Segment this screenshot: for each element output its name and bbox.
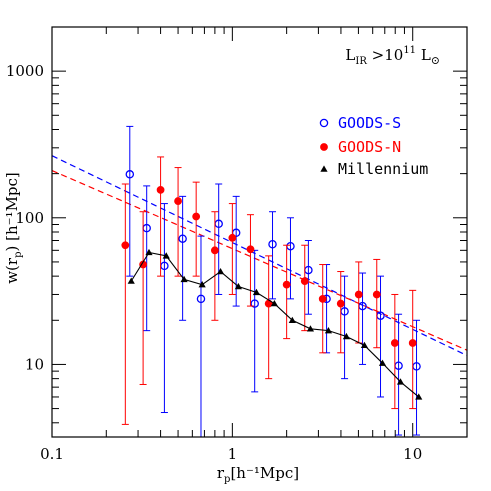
x-axis-label: rp[h⁻¹Mpc] [217,464,299,485]
x-tick-label: 1 [228,445,238,463]
data-point [342,332,351,340]
data-point [282,280,291,289]
data-point [198,281,206,288]
data-point [180,275,188,283]
data-point [121,241,130,250]
legend-item-goods-n: GOODS-N [320,138,401,156]
data-point [324,327,333,334]
y-tick-label: 1000 [6,62,44,80]
data-point [390,339,399,347]
data-point [228,233,237,242]
data-point [234,282,242,290]
data-point [162,252,170,259]
data-point [396,378,405,385]
legend-marker [320,165,328,172]
y-axis-label: w(rp) [h⁻¹Mpc] [3,172,24,284]
data-point [196,294,206,304]
fit-lines [51,155,468,357]
fit-line-goods-s [51,155,468,357]
y-ticks: 10 100 1000 [6,26,467,424]
data-point [354,290,363,299]
series-layer [121,125,423,438]
data-point [288,316,296,323]
data-point [306,325,315,332]
data-point [415,393,423,400]
data-point [246,245,255,254]
legend-marker [320,143,328,151]
data-point [250,299,259,308]
y-tick-label: 100 [15,209,44,227]
data-point [336,299,345,308]
fit-line-goods-n [51,169,468,351]
legend-item-goods-s: GOODS-S [319,114,401,132]
x-tick-label: 0.1 [40,445,64,463]
data-point [178,234,187,243]
data-point [360,341,369,349]
data-point [252,288,261,296]
series-millennium [127,248,423,400]
legend-label: GOODS-N [338,138,401,156]
y-tick-label: 10 [25,355,44,373]
data-point [268,240,277,249]
data-point [127,277,135,284]
data-point [192,212,201,221]
x-ticks: 0.1 1 10 [40,27,468,463]
legend: GOODS-S GOODS-N Millennium [319,114,428,178]
data-point [408,339,417,347]
x-tick-label: 10 [403,445,422,463]
data-point [378,359,387,366]
data-point [318,294,327,303]
series-goods-n [121,156,417,425]
data-point [270,299,278,307]
legend-label: GOODS-S [338,114,401,132]
data-point [174,197,182,205]
data-point [372,290,381,299]
data-point [145,248,153,256]
legend-marker [319,118,329,128]
data-point [210,246,219,255]
legend-label: Millennium [338,160,428,178]
data-point [125,170,135,179]
series-goods-s [125,125,421,438]
luminosity-annotation: LIR >1011 L⊙ [345,45,440,67]
plot-frame [51,26,468,438]
data-point [216,267,225,275]
data-point [300,277,309,286]
data-point [156,185,165,194]
legend-item-millennium: Millennium [320,160,428,178]
series-line [130,251,420,398]
